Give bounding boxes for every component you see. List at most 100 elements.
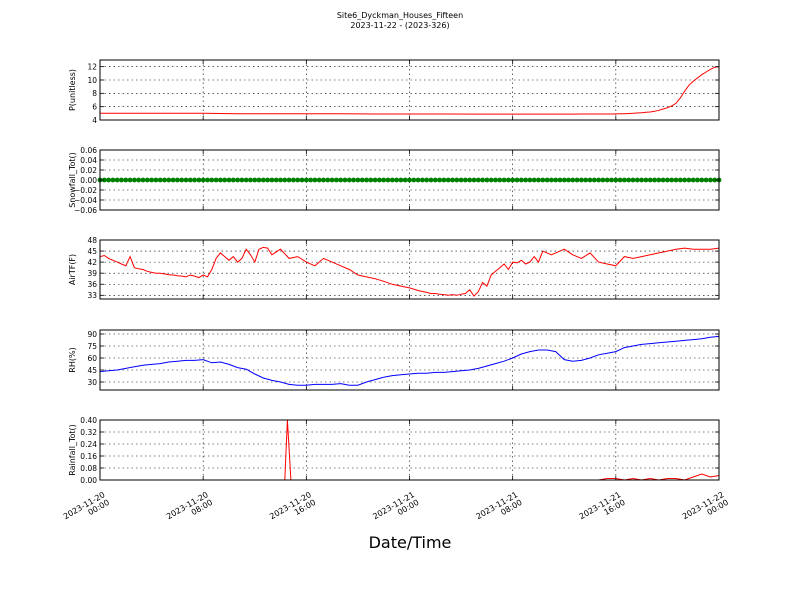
data-point bbox=[630, 177, 636, 183]
data-point bbox=[308, 177, 313, 183]
data-point bbox=[574, 177, 580, 183]
figure-title-line2: 2023-11-22 - (2023-326) bbox=[350, 21, 450, 30]
x-tick-label: 2023-11-2200:00 bbox=[681, 490, 730, 529]
data-point bbox=[557, 177, 563, 183]
data-point bbox=[544, 177, 550, 183]
data-point bbox=[377, 177, 382, 183]
data-point bbox=[669, 177, 675, 183]
data-point bbox=[192, 177, 198, 183]
y-tick-label: 4 bbox=[92, 116, 97, 125]
data-point bbox=[634, 177, 640, 183]
data-point bbox=[518, 177, 524, 183]
y-tick-label: 12 bbox=[87, 62, 97, 71]
data-point bbox=[523, 177, 528, 183]
x-axis-label: Date/Time bbox=[368, 533, 452, 552]
data-point bbox=[157, 177, 163, 183]
x-tick-label: 2023-11-2100:00 bbox=[371, 490, 420, 529]
data-point bbox=[471, 177, 477, 183]
y-tick-label: 45 bbox=[87, 366, 97, 375]
data-point bbox=[136, 177, 142, 183]
data-point bbox=[527, 177, 533, 183]
data-point bbox=[329, 177, 335, 183]
data-point bbox=[424, 177, 430, 183]
y-tick-label: 48 bbox=[87, 236, 97, 245]
data-point bbox=[239, 177, 245, 183]
data-point bbox=[454, 177, 460, 183]
data-point bbox=[467, 177, 473, 183]
y-tick-label: 90 bbox=[87, 330, 97, 339]
data-point bbox=[149, 177, 155, 183]
data-point bbox=[119, 177, 124, 183]
data-point bbox=[187, 177, 193, 183]
data-point bbox=[364, 177, 369, 183]
data-point bbox=[402, 177, 408, 183]
data-point bbox=[510, 177, 516, 183]
data-point bbox=[437, 177, 442, 183]
data-point bbox=[252, 177, 258, 183]
data-point bbox=[209, 177, 215, 183]
data-point bbox=[170, 177, 176, 183]
data-point bbox=[591, 177, 597, 183]
data-point bbox=[381, 177, 387, 183]
y-axis-label: P(unitless) bbox=[68, 69, 77, 111]
y-tick-label: 0.00 bbox=[80, 176, 97, 185]
subplot-4: 30 45 60 75 90 RH(%) bbox=[68, 329, 720, 391]
y-tick-label: 0.06 bbox=[80, 146, 97, 155]
y-tick-label: 30 bbox=[87, 378, 97, 387]
data-point bbox=[368, 177, 374, 183]
data-point bbox=[162, 177, 167, 183]
data-point bbox=[213, 177, 219, 183]
y-tick-label: 0.16 bbox=[80, 452, 97, 461]
data-point bbox=[652, 177, 657, 183]
data-point bbox=[316, 177, 322, 183]
data-point bbox=[514, 177, 520, 183]
data-point bbox=[101, 177, 107, 183]
data-point bbox=[497, 177, 503, 183]
y-tick-label: 8 bbox=[92, 89, 97, 98]
data-point bbox=[458, 177, 464, 183]
subplot-2: −0.06−0.04−0.020.000.020.040.06Snowfall_… bbox=[68, 146, 722, 215]
data-point bbox=[398, 177, 404, 183]
y-tick-label: 0.08 bbox=[80, 464, 97, 473]
data-point bbox=[325, 177, 331, 183]
data-point bbox=[230, 177, 236, 183]
data-point bbox=[450, 177, 455, 183]
data-point bbox=[200, 177, 206, 183]
data-point bbox=[166, 177, 172, 183]
data-point bbox=[175, 177, 180, 183]
data-point bbox=[609, 177, 614, 183]
data-point bbox=[579, 177, 584, 183]
data-point bbox=[291, 177, 296, 183]
series-line bbox=[100, 66, 719, 115]
subplot-1: 4 6 8 10 12 P(unitless) bbox=[68, 59, 720, 125]
data-point bbox=[351, 177, 356, 183]
data-point bbox=[153, 177, 159, 183]
y-tick-label: −0.04 bbox=[74, 196, 97, 205]
data-point bbox=[639, 177, 644, 183]
data-point bbox=[411, 177, 417, 183]
data-point bbox=[587, 177, 593, 183]
x-tick-label: 2023-11-2116:00 bbox=[578, 490, 627, 529]
data-point bbox=[286, 177, 292, 183]
data-point bbox=[248, 177, 253, 183]
data-point bbox=[626, 177, 632, 183]
data-point bbox=[243, 177, 249, 183]
data-point bbox=[359, 177, 365, 183]
y-tick-label: 0.24 bbox=[80, 440, 97, 449]
data-point bbox=[686, 177, 692, 183]
data-point bbox=[179, 177, 185, 183]
data-point bbox=[665, 177, 670, 183]
data-point bbox=[299, 177, 305, 183]
data-point bbox=[656, 177, 662, 183]
data-point bbox=[660, 177, 666, 183]
data-point bbox=[699, 177, 705, 183]
data-point bbox=[561, 177, 567, 183]
figure-title: Site6_Dyckman_Houses_Fifteen 2023-11-22 … bbox=[0, 11, 800, 31]
data-point bbox=[604, 177, 610, 183]
data-point bbox=[690, 177, 696, 183]
series-line bbox=[100, 420, 719, 480]
data-point bbox=[566, 177, 571, 183]
data-point bbox=[488, 177, 494, 183]
data-point bbox=[269, 177, 275, 183]
